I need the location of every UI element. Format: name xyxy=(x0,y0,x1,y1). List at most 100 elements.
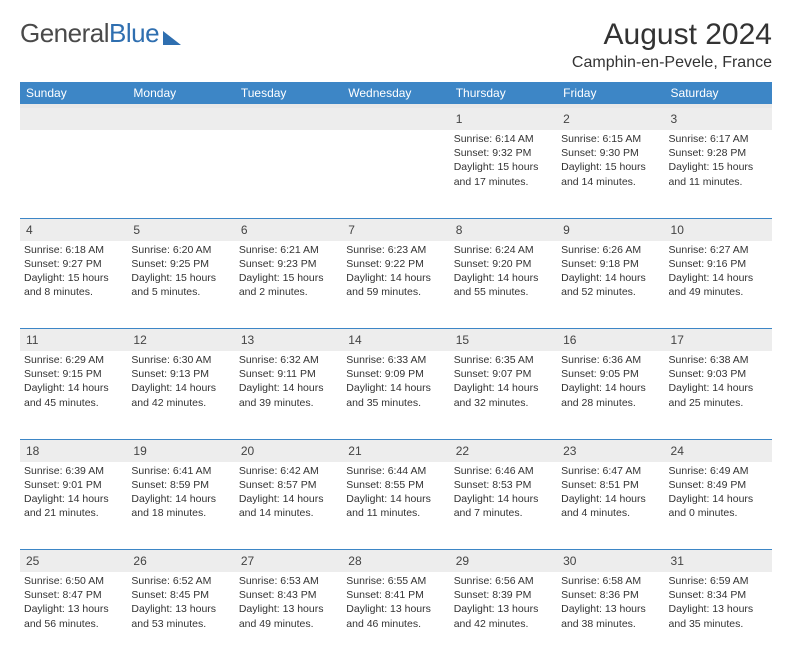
day-cell: Sunrise: 6:26 AMSunset: 9:18 PMDaylight:… xyxy=(557,241,664,329)
daynum-cell: 28 xyxy=(342,550,449,573)
day-number: 25 xyxy=(26,554,39,568)
day-number: 4 xyxy=(26,223,33,237)
daynum-cell: 18 xyxy=(20,439,127,462)
day-details: Sunrise: 6:41 AMSunset: 8:59 PMDaylight:… xyxy=(131,462,230,521)
day-number: 9 xyxy=(563,223,570,237)
day-number: 11 xyxy=(26,333,38,347)
daynum-cell: 20 xyxy=(235,439,342,462)
day-number: 16 xyxy=(563,333,576,347)
day-number: 30 xyxy=(563,554,576,568)
day-cell: Sunrise: 6:55 AMSunset: 8:41 PMDaylight:… xyxy=(342,572,449,660)
weekday-header: Saturday xyxy=(665,82,772,106)
day-cell: Sunrise: 6:27 AMSunset: 9:16 PMDaylight:… xyxy=(665,241,772,329)
day-number: 5 xyxy=(133,223,140,237)
daynum-cell: 10 xyxy=(665,218,772,241)
daynum-cell: 19 xyxy=(127,439,234,462)
daynum-cell: 4 xyxy=(20,218,127,241)
day-cell: Sunrise: 6:50 AMSunset: 8:47 PMDaylight:… xyxy=(20,572,127,660)
daynum-cell: 7 xyxy=(342,218,449,241)
weekday-header: Tuesday xyxy=(235,82,342,106)
daynum-cell: 6 xyxy=(235,218,342,241)
day-details: Sunrise: 6:50 AMSunset: 8:47 PMDaylight:… xyxy=(24,572,123,631)
daynum-cell: 15 xyxy=(450,329,557,352)
day-details: Sunrise: 6:42 AMSunset: 8:57 PMDaylight:… xyxy=(239,462,338,521)
weekday-header-row: SundayMondayTuesdayWednesdayThursdayFrid… xyxy=(20,82,772,106)
day-cell: Sunrise: 6:52 AMSunset: 8:45 PMDaylight:… xyxy=(127,572,234,660)
daynum-cell: 17 xyxy=(665,329,772,352)
day-details: Sunrise: 6:23 AMSunset: 9:22 PMDaylight:… xyxy=(346,241,445,300)
day-number: 26 xyxy=(133,554,146,568)
calendar-table: SundayMondayTuesdayWednesdayThursdayFrid… xyxy=(20,82,772,660)
daynum-cell xyxy=(20,106,127,130)
day-cell: Sunrise: 6:21 AMSunset: 9:23 PMDaylight:… xyxy=(235,241,342,329)
daynum-cell: 12 xyxy=(127,329,234,352)
day-number: 19 xyxy=(133,444,146,458)
day-details: Sunrise: 6:52 AMSunset: 8:45 PMDaylight:… xyxy=(131,572,230,631)
day-details: Sunrise: 6:15 AMSunset: 9:30 PMDaylight:… xyxy=(561,130,660,189)
daynum-row: 1 23 xyxy=(20,106,772,130)
day-number: 21 xyxy=(348,444,361,458)
day-number: 29 xyxy=(456,554,469,568)
day-details: Sunrise: 6:39 AMSunset: 9:01 PMDaylight:… xyxy=(24,462,123,521)
day-details: Sunrise: 6:36 AMSunset: 9:05 PMDaylight:… xyxy=(561,351,660,410)
day-details: Sunrise: 6:29 AMSunset: 9:15 PMDaylight:… xyxy=(24,351,123,410)
day-details: Sunrise: 6:58 AMSunset: 8:36 PMDaylight:… xyxy=(561,572,660,631)
daynum-cell: 30 xyxy=(557,550,664,573)
day-number: 1 xyxy=(456,112,463,126)
logo-text: GeneralBlue xyxy=(20,18,159,49)
day-cell: Sunrise: 6:46 AMSunset: 8:53 PMDaylight:… xyxy=(450,462,557,550)
day-cell: Sunrise: 6:30 AMSunset: 9:13 PMDaylight:… xyxy=(127,351,234,439)
daynum-cell: 24 xyxy=(665,439,772,462)
logo-text-a: General xyxy=(20,18,109,48)
day-details: Sunrise: 6:30 AMSunset: 9:13 PMDaylight:… xyxy=(131,351,230,410)
day-details: Sunrise: 6:32 AMSunset: 9:11 PMDaylight:… xyxy=(239,351,338,410)
daynum-cell: 26 xyxy=(127,550,234,573)
day-cell: Sunrise: 6:20 AMSunset: 9:25 PMDaylight:… xyxy=(127,241,234,329)
day-number: 8 xyxy=(456,223,463,237)
day-number: 24 xyxy=(671,444,684,458)
weekday-header: Wednesday xyxy=(342,82,449,106)
daynum-cell: 16 xyxy=(557,329,664,352)
daynum-cell: 13 xyxy=(235,329,342,352)
day-details: Sunrise: 6:46 AMSunset: 8:53 PMDaylight:… xyxy=(454,462,553,521)
daynum-cell: 23 xyxy=(557,439,664,462)
daynum-cell: 27 xyxy=(235,550,342,573)
day-cell xyxy=(342,130,449,218)
daynum-cell: 31 xyxy=(665,550,772,573)
day-cell: Sunrise: 6:17 AMSunset: 9:28 PMDaylight:… xyxy=(665,130,772,218)
day-cell: Sunrise: 6:38 AMSunset: 9:03 PMDaylight:… xyxy=(665,351,772,439)
day-details: Sunrise: 6:35 AMSunset: 9:07 PMDaylight:… xyxy=(454,351,553,410)
logo: GeneralBlue xyxy=(20,18,181,49)
daynum-cell: 21 xyxy=(342,439,449,462)
day-cell: Sunrise: 6:36 AMSunset: 9:05 PMDaylight:… xyxy=(557,351,664,439)
day-details: Sunrise: 6:49 AMSunset: 8:49 PMDaylight:… xyxy=(669,462,768,521)
day-details: Sunrise: 6:55 AMSunset: 8:41 PMDaylight:… xyxy=(346,572,445,631)
title-block: August 2024 Camphin-en-Pevele, France xyxy=(572,18,772,76)
day-cell: Sunrise: 6:18 AMSunset: 9:27 PMDaylight:… xyxy=(20,241,127,329)
day-cell: Sunrise: 6:49 AMSunset: 8:49 PMDaylight:… xyxy=(665,462,772,550)
daynum-row: 25 26 2728 29 30 31 xyxy=(20,550,772,573)
day-cell: Sunrise: 6:15 AMSunset: 9:30 PMDaylight:… xyxy=(557,130,664,218)
day-details: Sunrise: 6:33 AMSunset: 9:09 PMDaylight:… xyxy=(346,351,445,410)
daynum-cell: 1 xyxy=(450,106,557,130)
weekday-header: Monday xyxy=(127,82,234,106)
day-number: 12 xyxy=(133,333,146,347)
day-cell xyxy=(20,130,127,218)
daynum-row: 18192021222324 xyxy=(20,439,772,462)
day-details: Sunrise: 6:27 AMSunset: 9:16 PMDaylight:… xyxy=(669,241,768,300)
day-cell xyxy=(127,130,234,218)
logo-triangle-icon xyxy=(163,31,181,45)
day-number: 15 xyxy=(456,333,469,347)
daynum-cell: 3 xyxy=(665,106,772,130)
day-details: Sunrise: 6:21 AMSunset: 9:23 PMDaylight:… xyxy=(239,241,338,300)
day-cell: Sunrise: 6:58 AMSunset: 8:36 PMDaylight:… xyxy=(557,572,664,660)
day-details: Sunrise: 6:56 AMSunset: 8:39 PMDaylight:… xyxy=(454,572,553,631)
day-details: Sunrise: 6:14 AMSunset: 9:32 PMDaylight:… xyxy=(454,130,553,189)
daynum-cell: 9 xyxy=(557,218,664,241)
content-row: Sunrise: 6:50 AMSunset: 8:47 PMDaylight:… xyxy=(20,572,772,660)
daynum-cell: 2 xyxy=(557,106,664,130)
day-details: Sunrise: 6:26 AMSunset: 9:18 PMDaylight:… xyxy=(561,241,660,300)
day-number: 20 xyxy=(241,444,254,458)
daynum-row: 11121314151617 xyxy=(20,329,772,352)
day-details: Sunrise: 6:44 AMSunset: 8:55 PMDaylight:… xyxy=(346,462,445,521)
